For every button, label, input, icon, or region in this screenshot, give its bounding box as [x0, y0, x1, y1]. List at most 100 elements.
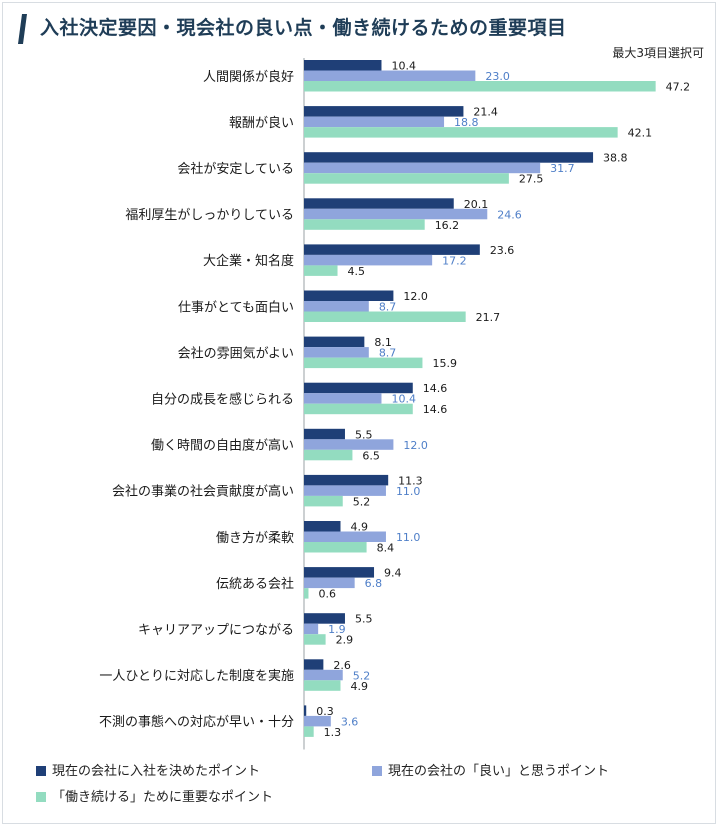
value-label-series-2: 5.2: [353, 669, 371, 682]
value-label-series-2: 3.6: [341, 715, 359, 728]
value-label-series-2: 24.6: [497, 208, 522, 221]
bar-series-2: [304, 116, 445, 128]
value-label-series-2: 8.7: [379, 301, 397, 314]
category-label: 働き方が柔軟: [216, 530, 294, 546]
bar-series-1: [304, 290, 394, 301]
category-label: 報酬が良い: [229, 115, 294, 131]
value-label-series-1: 20.1: [464, 198, 489, 211]
bar-series-2: [304, 623, 319, 635]
category-label: 仕事がとても面白い: [178, 299, 294, 315]
bar-series-3: [304, 449, 353, 461]
bar-series-2: [304, 715, 331, 727]
value-label-series-1: 38.8: [603, 152, 628, 165]
bar-series-1: [304, 152, 594, 163]
value-label-series-3: 21.7: [476, 311, 501, 324]
bar-series-2: [304, 669, 343, 681]
bar-series-3: [304, 403, 413, 415]
value-label-series-3: 27.5: [519, 173, 544, 186]
value-label-series-1: 8.1: [374, 336, 392, 349]
legend-item-series-2: 現在の会社の「良い」と思うポイント: [372, 760, 609, 779]
value-label-series-2: 11.0: [396, 531, 421, 544]
value-label-series-1: 2.6: [333, 659, 351, 672]
category-label: 大企業・知名度: [203, 253, 294, 269]
bar-series-1: [304, 244, 480, 255]
bar-series-3: [304, 634, 326, 645]
bar-series-2: [304, 439, 394, 450]
bar-series-2: [304, 70, 476, 81]
value-label-series-3: 8.4: [377, 542, 395, 555]
chart-title: 入社決定要因・現会社の良い点・働き続けるための重要項目: [40, 17, 567, 39]
value-label-series-1: 11.3: [398, 474, 423, 487]
bar-series-2: [304, 254, 433, 266]
category-label: 会社が安定している: [177, 161, 294, 177]
value-label-series-3: 4.9: [351, 680, 369, 693]
value-label-series-1: 23.6: [490, 244, 515, 257]
bar-series-1: [304, 705, 307, 716]
value-label-series-3: 5.2: [353, 495, 371, 508]
bar-series-1: [304, 659, 324, 670]
legend-label-series-2: 現在の会社の「良い」と思うポイント: [388, 764, 610, 779]
bar-series-2: [304, 531, 386, 542]
value-label-series-3: 14.6: [423, 403, 448, 416]
category-label: 働く時間の自由度が高い: [151, 438, 294, 454]
bar-series-1: [304, 521, 341, 532]
value-label-series-1: 0.3: [316, 705, 334, 718]
value-label-series-2: 1.9: [328, 623, 346, 636]
bar-series-3: [304, 219, 425, 230]
bar-series-1: [304, 106, 464, 117]
legend-swatch-series-1: [36, 766, 46, 776]
bar-series-1: [304, 428, 345, 440]
bar-series-2: [304, 208, 488, 220]
bar-series-3: [304, 265, 338, 276]
chart-subtitle: 最大3項目選択可: [612, 46, 704, 60]
bar-series-3: [304, 542, 367, 553]
legend-label-series-1: 現在の会社に入社を決めたポイント: [52, 764, 261, 779]
category-label: 伝統ある会社: [216, 576, 294, 592]
category-label: キャリアアップにつながる: [138, 623, 294, 638]
bar-series-3: [304, 311, 466, 322]
bar-chart: 人間関係が良好 10.4 23.0 47.2 報酬が良い 21.418.8 42.1 会社が安…: [99, 58, 690, 750]
value-label-series-1: 5.5: [355, 613, 373, 626]
title-slash-mark: [18, 14, 27, 44]
bar-series-3: [304, 357, 423, 369]
bar-series-1: [304, 613, 345, 624]
value-label-series-3: 2.9: [336, 634, 354, 647]
value-label-series-3: 1.3: [324, 726, 342, 739]
value-label-series-1: 12.0: [403, 290, 428, 303]
bar-series-2: [304, 347, 369, 358]
value-label-series-2: 12.0: [403, 439, 428, 452]
value-label-series-2: 31.7: [550, 162, 575, 175]
value-label-series-1: 4.9: [351, 521, 369, 534]
value-label-series-3: 6.5: [362, 449, 380, 462]
bar-series-2: [304, 393, 382, 404]
category-label: 会社の雰囲気がよい: [178, 345, 294, 361]
value-label-series-2: 8.7: [379, 347, 397, 360]
value-label-series-1: 5.5: [355, 428, 373, 441]
legend-label-series-3: 「働き続ける」ために重要なポイント: [52, 790, 274, 805]
bar-series-3: [304, 588, 309, 599]
value-label-series-3: 0.6: [318, 588, 336, 601]
category-label: 不測の事態への対応が早い・十分: [99, 714, 294, 730]
bar-series-1: [304, 198, 454, 209]
category-label: 会社の事業の社会貢献度が高い: [112, 484, 294, 500]
bar-series-3: [304, 81, 656, 92]
bar-series-2: [304, 485, 386, 496]
value-label-series-2: 11.0: [396, 485, 421, 498]
value-label-series-2: 10.4: [391, 393, 416, 406]
value-label-series-1: 21.4: [473, 106, 498, 119]
bar-series-1: [304, 382, 413, 394]
value-label-series-3: 16.2: [435, 219, 460, 232]
category-label: 人間関係が良好: [203, 69, 294, 85]
legend-swatch-series-3: [36, 792, 46, 802]
legend-swatch-series-2: [372, 766, 382, 776]
bar-series-1: [304, 474, 389, 486]
bar-series-2: [304, 162, 541, 174]
value-label-series-2: 18.8: [454, 116, 479, 129]
value-label-series-1: 10.4: [391, 60, 416, 73]
bar-series-3: [304, 495, 343, 507]
value-label-series-2: 6.8: [365, 577, 383, 590]
category-label: 福利厚生がしっかりしている: [125, 208, 294, 223]
legend-item-series-3: 「働き続ける」ために重要なポイント: [36, 786, 273, 805]
value-label-series-1: 14.6: [423, 382, 448, 395]
value-label-series-3: 42.1: [628, 127, 653, 140]
